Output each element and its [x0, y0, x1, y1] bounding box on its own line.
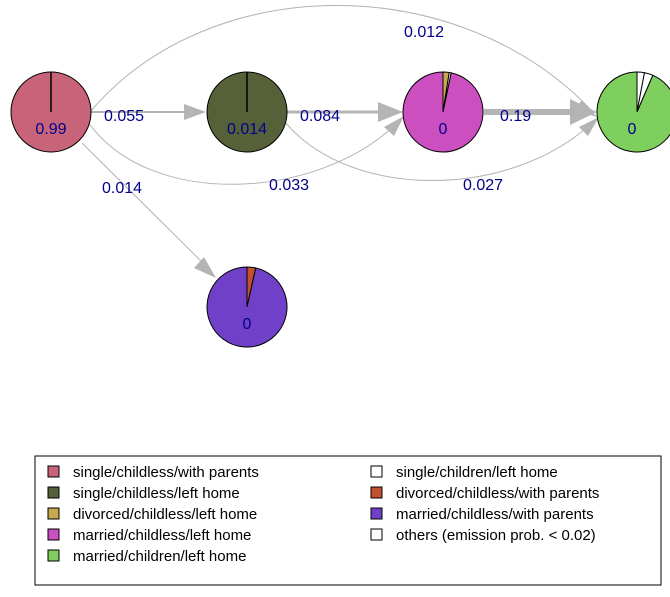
state-node-s1 [10, 71, 92, 153]
legend-label: single/childless/with parents [73, 464, 259, 481]
label-s1-s2: 0.055 [104, 108, 144, 125]
legend-label: married/childless/left home [73, 527, 251, 544]
arrow-head [579, 117, 599, 136]
legend-label: divorced/childless/with parents [396, 485, 599, 502]
legend-swatch [47, 528, 60, 541]
legend-swatch [370, 507, 383, 520]
legend-label: single/children/left home [396, 464, 558, 481]
legend: single/childless/with parents single/chil… [34, 455, 662, 586]
legend-swatch [370, 486, 383, 499]
legend-label: married/childless/with parents [396, 506, 594, 523]
legend-swatch [370, 528, 383, 541]
transition-s1-s3 [87, 121, 399, 185]
legend-label: single/childless/left home [73, 485, 240, 502]
label-s3-s4: 0.19 [500, 108, 531, 125]
pie-slice [206, 266, 288, 348]
node-value-s3: 0 [439, 121, 448, 138]
legend-box [34, 455, 662, 586]
pie-slice [596, 71, 670, 153]
arrow-head [194, 257, 216, 278]
legend-label: married/children/left home [73, 548, 246, 565]
state-node-s2 [206, 71, 288, 153]
state-node-s4 [596, 71, 670, 153]
legend-swatch [47, 507, 60, 520]
label-s1-s5: 0.014 [102, 180, 142, 197]
transition-s2-s4 [284, 121, 594, 181]
legend-label: divorced/childless/left home [73, 506, 257, 523]
transitions [81, 5, 599, 278]
legend-swatch [47, 549, 60, 562]
state-node-s5 [206, 266, 288, 348]
transition-labels: 0.012 0.055 0.084 0.19 0.033 0.027 0.014 [102, 24, 531, 197]
state-node-s3 [402, 71, 484, 153]
label-s2-s3: 0.084 [300, 108, 340, 125]
label-s1-s4: 0.012 [404, 24, 444, 41]
pie-slice [402, 71, 484, 153]
legend-label: others (emission prob. < 0.02) [396, 527, 596, 544]
transition-s1-s5 [81, 142, 207, 267]
node-value-s2: 0.014 [227, 121, 267, 138]
arrow-head [570, 99, 597, 125]
arrow-head [384, 116, 404, 136]
node-value-s1: 0.99 [35, 121, 66, 138]
legend-swatch [47, 465, 60, 478]
transition-s1-s4 [89, 5, 594, 113]
arrow-head [378, 102, 403, 122]
label-s2-s4: 0.027 [463, 177, 503, 194]
legend-swatch [47, 486, 60, 499]
node-value-s4: 0 [628, 121, 637, 138]
legend-swatch [370, 465, 383, 478]
label-s1-s3: 0.033 [269, 177, 309, 194]
arrow-head [184, 104, 206, 120]
node-value-s5: 0 [243, 316, 252, 333]
